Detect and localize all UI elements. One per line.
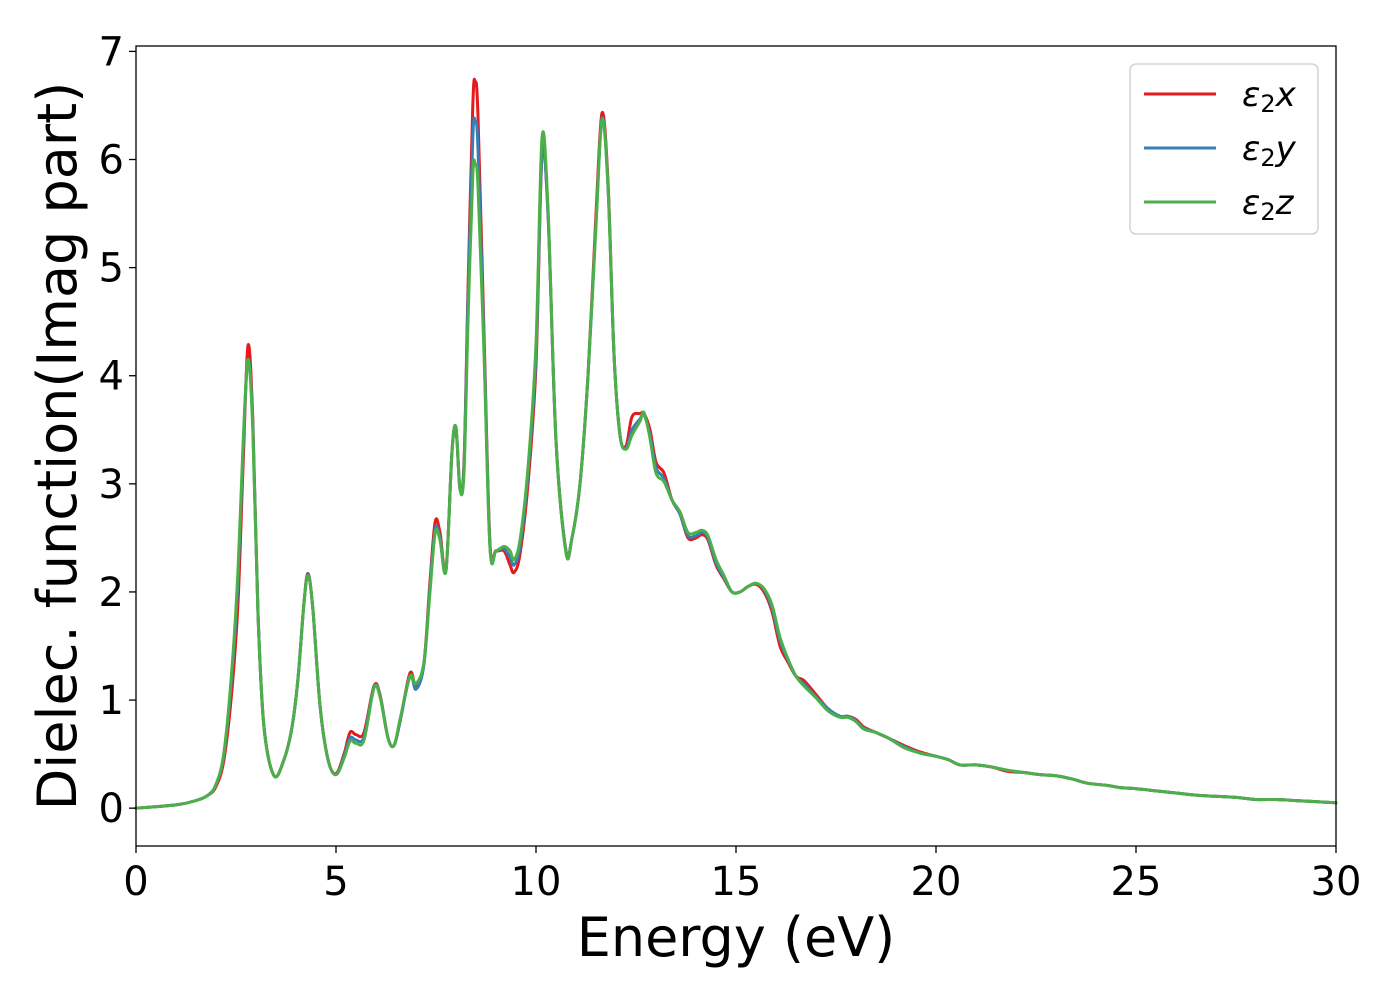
- legend-label-y: ε2y: [1242, 129, 1297, 172]
- legend-box: [1129, 63, 1319, 235]
- y-tick-label: 6: [99, 138, 124, 184]
- x-axis: 0 5 10 15 20 25 30: [123, 846, 1361, 905]
- y-tick-label: 5: [99, 246, 124, 292]
- x-tick-label: 0: [123, 859, 148, 905]
- legend: ε2x ε2y ε2z: [1129, 63, 1319, 235]
- x-tick-label: 25: [1111, 859, 1162, 905]
- series-line-z: [134, 117, 1338, 810]
- legend-label-z: ε2z: [1242, 183, 1295, 226]
- y-tick-label: 0: [99, 786, 124, 832]
- y-tick-label: 2: [99, 570, 124, 616]
- y-tick-label: 4: [99, 354, 124, 400]
- y-tick-label: 3: [99, 462, 124, 508]
- y-axis: 0 1 2 3 4 5 6 7: [99, 29, 136, 832]
- series-layer: [134, 77, 1338, 810]
- legend-label-x: ε2x: [1242, 75, 1297, 118]
- x-tick-label: 30: [1311, 859, 1362, 905]
- y-tick-label: 7: [99, 29, 124, 75]
- x-tick-label: 20: [911, 859, 962, 905]
- x-tick-label: 5: [323, 859, 348, 905]
- x-tick-label: 15: [711, 859, 762, 905]
- x-axis-title: Energy (eV): [577, 906, 896, 969]
- y-tick-label: 1: [99, 678, 124, 724]
- y-axis-title: Dielec. function(Imag part): [26, 82, 89, 811]
- x-tick-label: 10: [511, 859, 562, 905]
